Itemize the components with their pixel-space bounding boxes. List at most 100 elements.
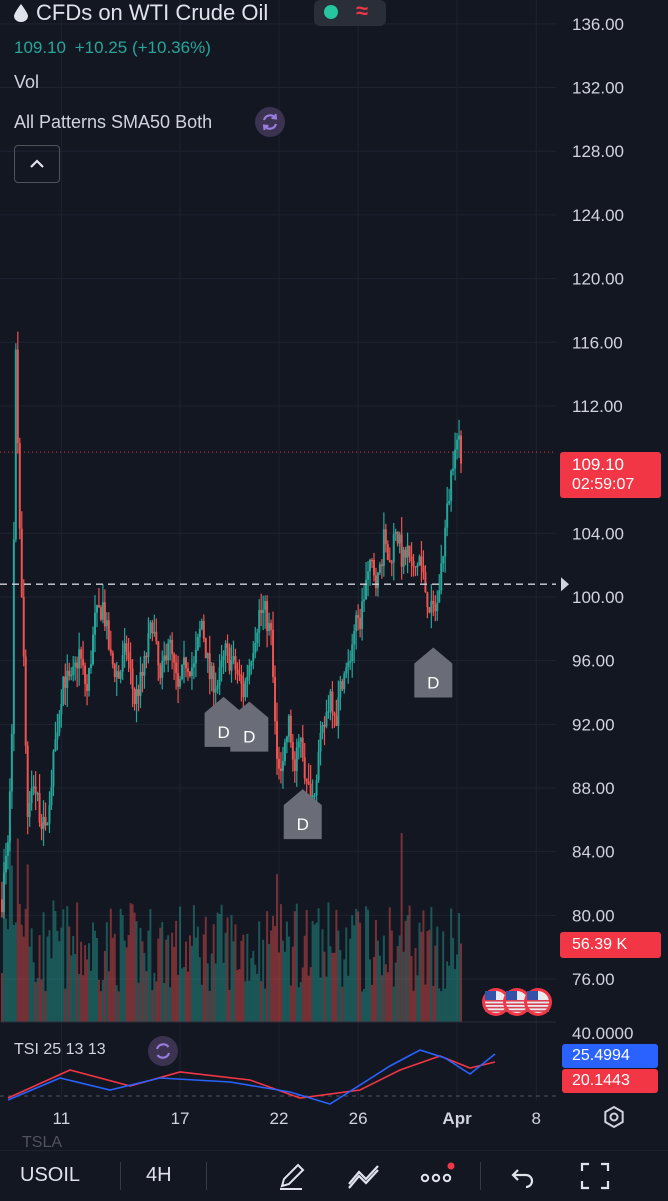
candle-body <box>153 631 156 634</box>
candle-body <box>386 544 389 560</box>
candle-body <box>188 671 191 676</box>
volume-bar <box>145 971 148 1022</box>
candle-body <box>192 663 195 668</box>
drawing-tools-icon[interactable] <box>346 1160 382 1192</box>
candle-body <box>317 751 320 780</box>
oil-drop-icon <box>14 4 28 22</box>
tsi-value-blue: 25.4994 <box>562 1044 658 1068</box>
volume-bar <box>365 906 368 1022</box>
pen-icon[interactable] <box>276 1160 308 1192</box>
candle-body <box>105 620 108 627</box>
candle-body <box>60 703 63 715</box>
candle-body <box>109 649 112 653</box>
symbol-button[interactable]: USOIL <box>20 1164 81 1186</box>
volume-bar <box>260 981 263 1022</box>
y-tick-label: 116.00 <box>572 333 623 352</box>
y-tick-label: 136.00 <box>572 15 624 34</box>
tsi-signal-line <box>7 1055 496 1099</box>
volume-bar <box>127 935 130 1022</box>
candle-body <box>30 788 33 804</box>
y-tick-label: 112.00 <box>572 397 623 416</box>
volume-bar <box>323 951 326 1022</box>
fullscreen-icon[interactable] <box>578 1160 612 1192</box>
candle-body <box>295 747 298 771</box>
candle-body <box>175 662 178 674</box>
candle-body <box>301 737 304 758</box>
x-tick-label: 11 <box>53 1109 71 1128</box>
candle-body <box>384 529 387 545</box>
candle-body <box>212 665 215 693</box>
event-flag-stripe <box>527 1000 549 1002</box>
y-tick-label: 104.00 <box>572 524 624 543</box>
volume-bar <box>78 974 81 1022</box>
candle-body <box>367 571 370 580</box>
symbol-title[interactable]: CFDs on WTI Crude Oil <box>36 0 269 25</box>
volume-bar <box>333 952 336 1022</box>
event-flag-stripe <box>506 1000 528 1002</box>
data-delay-icon: ≈ <box>356 0 369 23</box>
tsi-top-tick: 40.0000 <box>572 1024 634 1043</box>
volume-bar <box>246 934 249 1022</box>
volume-bar <box>101 979 104 1022</box>
volume-bar <box>418 922 421 1022</box>
candle-body <box>56 732 59 740</box>
volume-bar <box>363 988 366 1022</box>
candle-body <box>103 602 106 627</box>
candle-body <box>394 531 397 535</box>
candle-body <box>303 757 306 779</box>
volume-bar <box>28 946 31 1022</box>
undo-icon[interactable] <box>508 1160 538 1192</box>
interval-button[interactable]: 4H <box>146 1164 172 1186</box>
candle-body <box>228 647 231 671</box>
volume-bar <box>224 932 227 1022</box>
more-icon[interactable] <box>418 1160 458 1192</box>
indicator-legend[interactable]: All Patterns SMA50 Both <box>14 112 213 132</box>
volume-bar <box>353 925 356 1022</box>
volume-bar <box>119 908 122 1022</box>
candle-body <box>186 668 189 672</box>
volume-bar <box>82 975 85 1022</box>
candle-body <box>382 529 385 567</box>
candle-body <box>52 751 55 787</box>
candle-body <box>337 697 340 726</box>
candle-body <box>357 615 360 619</box>
candle-body <box>196 637 199 650</box>
candle-body <box>351 644 354 661</box>
volume-bar <box>38 935 41 1022</box>
candle-body <box>390 561 393 564</box>
tsi-legend[interactable]: TSI 25 13 13 <box>14 1041 106 1058</box>
candle-body <box>78 649 81 669</box>
volume-bar <box>361 991 364 1022</box>
candle-body <box>410 556 413 561</box>
volume-value-label: 56.39 K <box>560 932 661 958</box>
volume-bar <box>97 979 100 1022</box>
collapse-legend-button[interactable] <box>14 145 60 183</box>
candle-body <box>355 615 358 632</box>
candle-body <box>165 655 168 661</box>
event-flag-stripe <box>506 1003 528 1005</box>
candle-body <box>99 607 102 620</box>
volume-bar <box>12 924 15 1022</box>
event-flag-stripe <box>527 1006 549 1009</box>
chart-settings-icon[interactable] <box>604 1105 624 1129</box>
candle-body <box>129 659 132 669</box>
candle-body <box>426 592 429 608</box>
volume-bar <box>305 909 308 1022</box>
tsi-refresh-icon[interactable] <box>148 1036 178 1066</box>
volume-bar <box>349 938 352 1022</box>
candle-body <box>2 872 5 913</box>
volume-bar <box>287 936 290 1022</box>
volume-bar <box>206 963 209 1022</box>
volume-bar <box>382 935 385 1022</box>
volume-bar <box>181 968 184 1022</box>
candle-body <box>327 711 330 713</box>
event-flag-stripe <box>527 1003 549 1005</box>
candles <box>0 331 463 919</box>
toolbar-divider <box>206 1162 207 1190</box>
refresh-indicator-icon[interactable] <box>255 107 285 137</box>
volume-bar <box>424 984 427 1022</box>
candle-body <box>208 653 211 680</box>
volume-legend[interactable]: Vol <box>14 72 40 92</box>
candle-body <box>262 609 265 614</box>
